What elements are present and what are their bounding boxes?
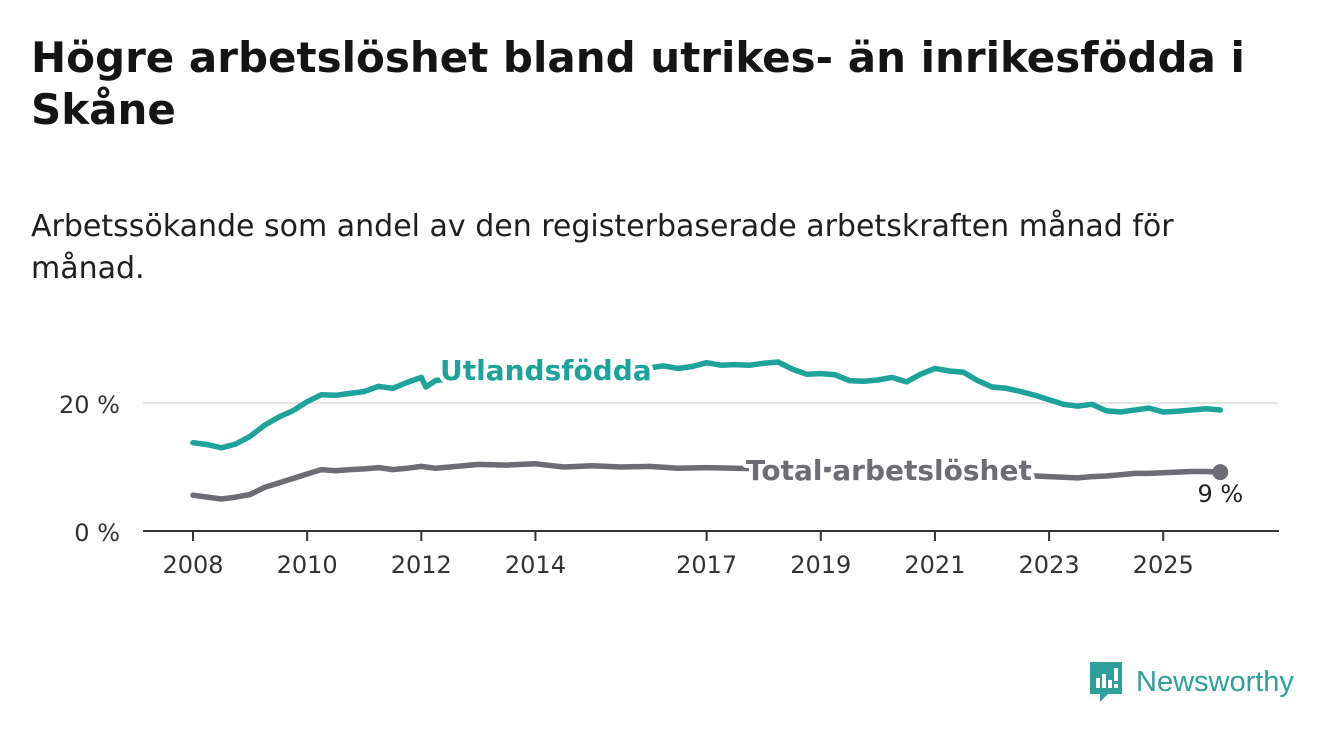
last-value-marker [1212, 464, 1229, 481]
series-line-1 [190, 461, 1224, 502]
last-value-label: 9 % [1197, 480, 1243, 508]
x-tick-label: 2019 [790, 551, 851, 579]
y-tick-label: 0 % [74, 519, 120, 547]
x-tick-label: 2014 [505, 551, 566, 579]
series-label-0: Utlandsfödda [440, 354, 652, 387]
chart-title: Högre arbetslöshet bland utrikes- än inr… [31, 33, 1245, 134]
x-tick-label: 2023 [1019, 551, 1080, 579]
brand[interactable]: Newsworthy [1088, 660, 1294, 704]
brand-name: Newsworthy [1136, 665, 1294, 698]
x-tick-label: 2021 [904, 551, 965, 579]
x-tick-label: 2010 [277, 551, 338, 579]
x-tick-label: 2008 [162, 551, 223, 579]
series-line-0 [190, 359, 1224, 451]
x-tick-label: 2012 [391, 551, 452, 579]
series-label-1: Total arbetslöshet [746, 454, 1032, 487]
x-tick-label: 2025 [1133, 551, 1194, 579]
chart-subtitle: Arbetssökande som andel av den registerb… [31, 209, 1174, 286]
y-tick-label: 20 % [59, 391, 120, 419]
newsworthy-logo-icon [1090, 662, 1122, 702]
x-tick-label: 2017 [676, 551, 737, 579]
